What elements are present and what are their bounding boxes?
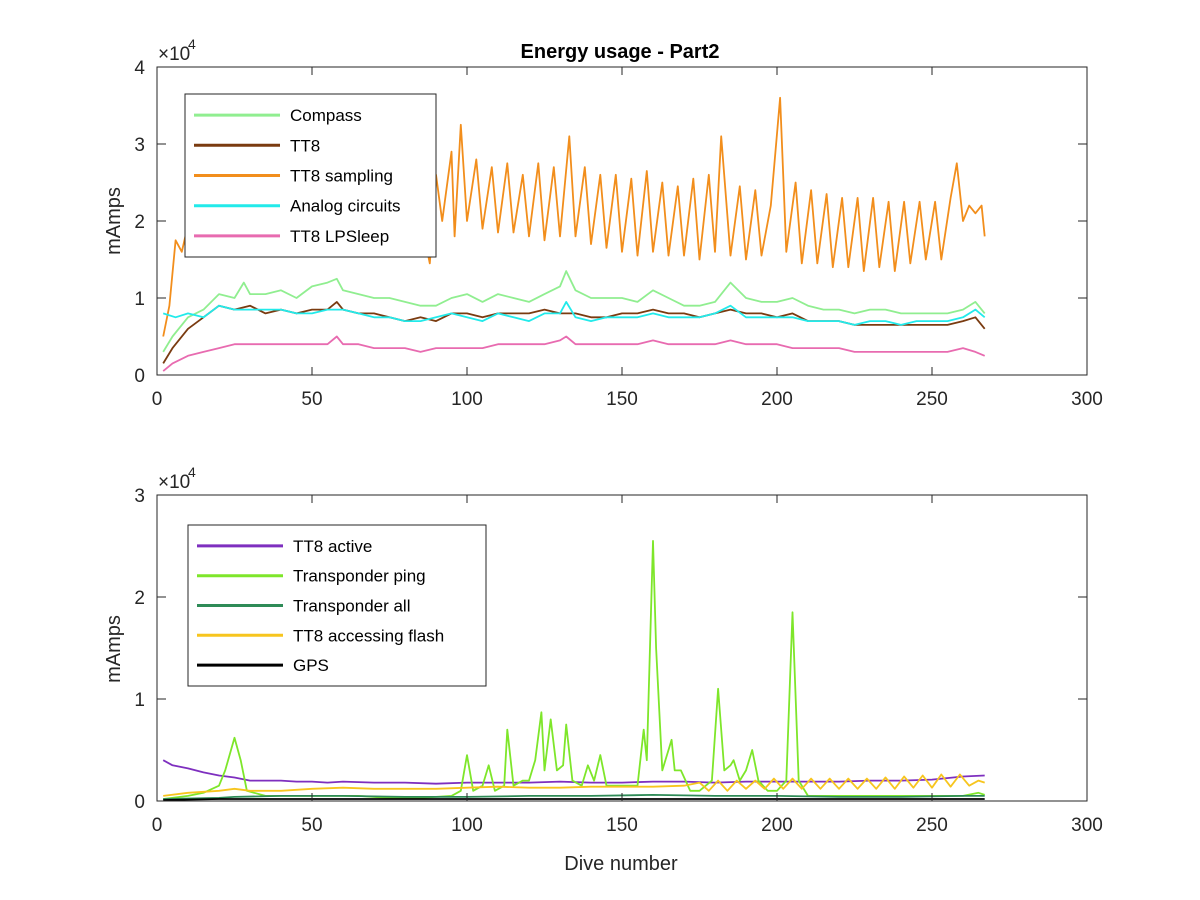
y-tick-label: 0 bbox=[134, 792, 145, 813]
chart-energy-part1: Energy usage - Part2 ×10 4 mAmps 0 50 100 1… bbox=[103, 36, 1103, 410]
series-line-transponder-all bbox=[163, 794, 985, 800]
x-tick-label: 250 bbox=[916, 815, 948, 836]
y-axis-label: mAmps bbox=[103, 615, 125, 683]
x-tick-label: 50 bbox=[301, 389, 322, 410]
y-tick-label: 1 bbox=[134, 690, 145, 711]
x-tick-label: 200 bbox=[761, 815, 793, 836]
x-tick-label: 0 bbox=[152, 815, 163, 836]
x-tick-label: 300 bbox=[1071, 815, 1103, 836]
legend-label: TT8 sampling bbox=[290, 167, 393, 186]
y-multiplier: ×10 4 bbox=[158, 464, 196, 493]
legend-label: Compass bbox=[290, 106, 362, 125]
x-tick-label: 150 bbox=[606, 815, 638, 836]
y-tick-label: 2 bbox=[134, 212, 145, 233]
y-tick-label: 3 bbox=[134, 486, 145, 507]
y-multiplier: ×10 4 bbox=[158, 36, 196, 65]
y-tick-label: 3 bbox=[134, 135, 145, 156]
series-line-gps bbox=[163, 798, 985, 801]
plot-area bbox=[162, 96, 986, 372]
series-line-analog-circuits bbox=[162, 301, 986, 326]
series-line-tt8-lpsleep bbox=[162, 335, 986, 372]
legend-label: Transponder all bbox=[293, 597, 411, 616]
x-tick-label: 50 bbox=[301, 815, 322, 836]
legend-label: Analog circuits bbox=[290, 197, 401, 216]
y-tick-label: 0 bbox=[134, 366, 145, 387]
legend: TT8 active Transponder ping Transponder al… bbox=[187, 524, 487, 687]
axis-ticks: 0 50 100 150 200 250 300 0 1 2 3 bbox=[134, 486, 1102, 836]
legend-label: TT8 LPSleep bbox=[290, 227, 389, 246]
legend-label: TT8 bbox=[290, 136, 320, 155]
series-line-transponder-ping bbox=[163, 540, 985, 800]
series-line-compass bbox=[162, 270, 986, 353]
legend-label: Transponder ping bbox=[293, 567, 426, 586]
y-tick-label: 2 bbox=[134, 588, 145, 609]
x-tick-label: 100 bbox=[451, 815, 483, 836]
legend-label: TT8 accessing flash bbox=[293, 626, 444, 645]
x-tick-label: 200 bbox=[761, 389, 793, 410]
series-line-tt8-accessing-flash bbox=[163, 773, 985, 797]
y-multiplier-base: ×10 bbox=[158, 44, 190, 65]
legend: Compass TT8 TT8 sampling Analog circuits TT8… bbox=[184, 93, 437, 258]
x-axis-label: Dive number bbox=[564, 853, 678, 875]
y-tick-label: 1 bbox=[134, 289, 145, 310]
y-axis-label: mAmps bbox=[103, 187, 125, 255]
series-line-tt8-active bbox=[162, 759, 985, 785]
x-tick-label: 0 bbox=[152, 389, 163, 410]
x-tick-label: 100 bbox=[451, 389, 483, 410]
x-tick-label: 150 bbox=[606, 389, 638, 410]
y-multiplier-exponent: 4 bbox=[188, 464, 196, 480]
axis-ticks: 0 50 100 150 200 250 300 0 1 2 3 4 bbox=[134, 58, 1102, 410]
plot-area bbox=[162, 540, 985, 801]
chart-title: Energy usage - Part2 bbox=[521, 41, 720, 63]
y-multiplier-base: ×10 bbox=[158, 472, 190, 493]
legend-label: GPS bbox=[293, 656, 329, 675]
chart-energy-part2: ×10 4 mAmps Dive number 0 50 100 150 200 250 3… bbox=[103, 464, 1103, 875]
x-tick-label: 250 bbox=[916, 389, 948, 410]
x-tick-label: 300 bbox=[1071, 389, 1103, 410]
y-tick-label: 4 bbox=[134, 58, 145, 79]
y-multiplier-exponent: 4 bbox=[188, 36, 196, 52]
legend-label: TT8 active bbox=[293, 537, 372, 556]
